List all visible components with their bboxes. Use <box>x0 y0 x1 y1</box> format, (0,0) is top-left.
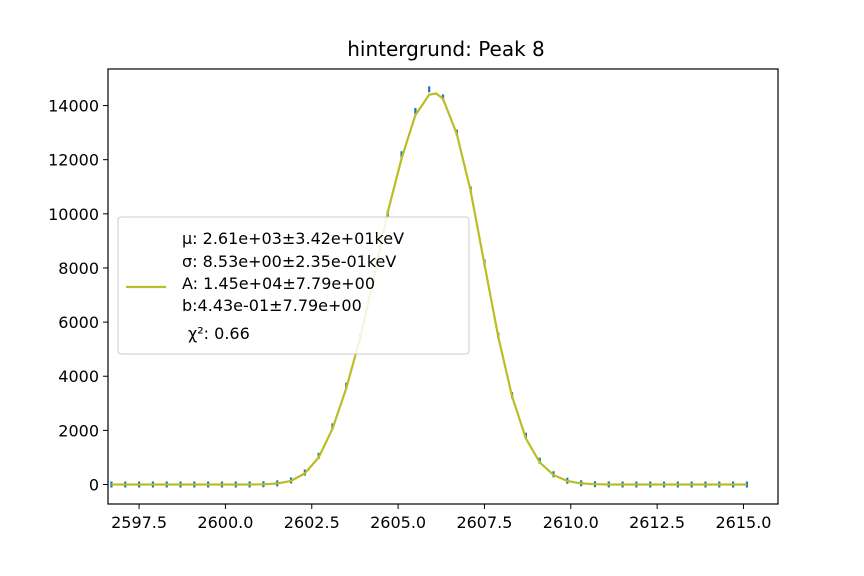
y-tick-label: 14000 <box>48 97 99 116</box>
x-tick-label: 2610.0 <box>543 513 599 532</box>
x-tick-label: 2607.5 <box>456 513 512 532</box>
legend-line-sigma: σ: 8.53e+00±2.35e-01keV <box>182 252 396 271</box>
y-tick-label: 0 <box>89 476 99 495</box>
legend-line-amplitude: A: 1.45e+04±7.79e+00 <box>182 274 375 293</box>
y-tick-label: 8000 <box>58 259 99 278</box>
y-tick-label: 4000 <box>58 367 99 386</box>
y-tick-label: 6000 <box>58 313 99 332</box>
legend-line-background: b:4.43e-01±7.79e+00 <box>182 296 362 315</box>
legend-line-chi2: χ²: 0.66 <box>188 324 250 343</box>
chart-title: hintergrund: Peak 8 <box>347 37 545 61</box>
axes-layer: 2597.5 2600.0 2602.5 2605.0 2607.5 2610.0 2612… <box>48 97 771 532</box>
x-tick-label: 2602.5 <box>284 513 340 532</box>
data-layer <box>110 86 749 488</box>
y-tick-label: 12000 <box>48 151 99 170</box>
x-tick-label: 2600.0 <box>197 513 253 532</box>
plot-frame <box>107 68 779 505</box>
legend-line-mu: μ: 2.61e+03±3.42e+01keV <box>182 229 404 248</box>
x-tick-label: 2605.0 <box>370 513 426 532</box>
y-tick-label: 2000 <box>58 421 99 440</box>
y-tick-label: 10000 <box>48 205 99 224</box>
x-tick-label: 2612.5 <box>629 513 685 532</box>
legend-box <box>117 216 470 355</box>
x-tick-label: 2597.5 <box>111 513 167 532</box>
fit-curve-line <box>111 92 747 486</box>
x-tick-label: 2615.0 <box>715 513 771 532</box>
legend: μ: 2.61e+03±3.42e+01keV σ: 8.53e+00±2.35… <box>117 216 470 355</box>
